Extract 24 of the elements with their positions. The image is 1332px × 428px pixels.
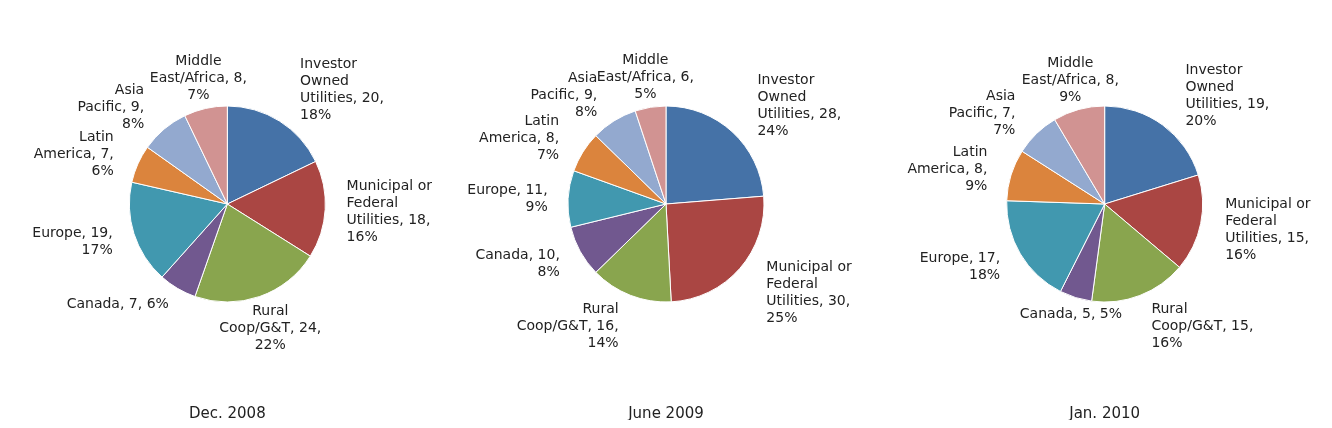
slice-label: Latin America, 7, 6% xyxy=(33,128,114,179)
slice-label: Canada, 5, 5% xyxy=(1019,304,1123,321)
slice-label: Europe, 11, 9% xyxy=(467,181,548,215)
slice-label: Rural Coop/G&T, 15, 16% xyxy=(1151,300,1254,351)
slice-label: Middle East/Africa, 8, 7% xyxy=(149,52,247,103)
slice-label: Latin America, 8, 9% xyxy=(907,142,988,193)
slice-label: Municipal or Federal Utilities, 18, 16% xyxy=(346,177,433,245)
slice-label: Europe, 17, 18% xyxy=(919,249,1001,283)
slice-label: Middle East/Africa, 8, 9% xyxy=(1021,53,1119,104)
slice-label: Latin America, 8, 7% xyxy=(479,112,560,163)
slice-label: Asia Pacific, 9, 8% xyxy=(77,80,145,131)
slice-label: Investor Owned Utilities, 20, 18% xyxy=(300,54,384,122)
slice-label: Investor Owned Utilities, 28, 24% xyxy=(757,71,842,139)
slice-label: Municipal or Federal Utilities, 30, 25% xyxy=(766,258,852,326)
slice-label: Rural Coop/G&T, 16, 14% xyxy=(516,300,619,351)
slice-label: Middle East/Africa, 6, 5% xyxy=(596,50,694,101)
slice-label: Rural Coop/G&T, 24, 22% xyxy=(219,301,322,352)
slice-label: Municipal or Federal Utilities, 15, 16% xyxy=(1225,194,1311,262)
text: Dec. 2008 xyxy=(188,404,266,422)
slice-label: Asia Pacific, 7, 7% xyxy=(948,86,1016,137)
slice-label: Europe, 19, 17% xyxy=(32,224,113,258)
slice-label: Canada, 10, 8% xyxy=(475,246,560,280)
slice-label: Investor Owned Utilities, 19, 20% xyxy=(1185,60,1270,128)
slice-label: Canada, 7, 6% xyxy=(66,295,169,312)
